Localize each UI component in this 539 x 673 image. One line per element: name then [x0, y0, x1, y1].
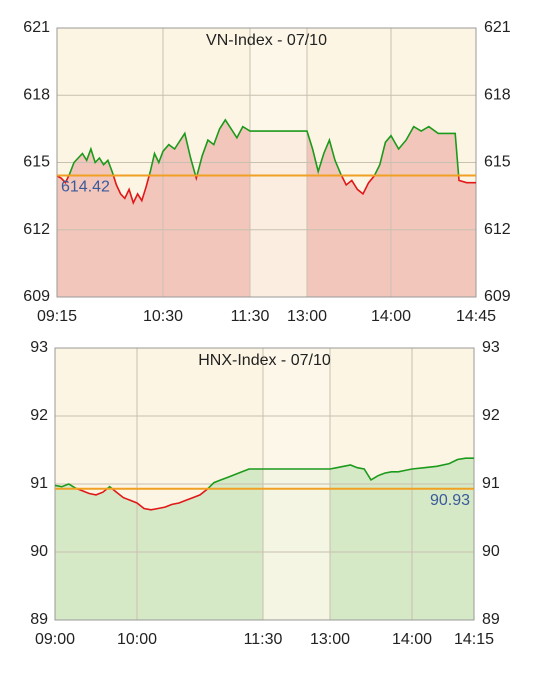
x-tick-label: 14:45	[456, 308, 496, 325]
x-tick-label: 11:30	[231, 308, 270, 325]
price-line-up	[55, 457, 474, 489]
chart-title: VN-Index - 07/10	[206, 32, 327, 49]
x-tick-label: 14:00	[392, 631, 432, 648]
y-tick-label: 93	[30, 339, 48, 356]
plot-border	[54, 347, 475, 621]
x-tick-label: 13:00	[287, 308, 327, 325]
y-tick-label-right: 92	[482, 407, 500, 424]
y-tick-label-right: 612	[484, 221, 511, 238]
y-tick-label: 92	[30, 407, 48, 424]
x-tick-label: 13:00	[310, 631, 350, 648]
x-tick-label: 10:00	[117, 631, 157, 648]
x-tick-label: 09:15	[37, 308, 77, 325]
y-tick-label-right: 618	[484, 86, 511, 103]
x-tick-label: 14:00	[371, 308, 411, 325]
reference-label: 614.42	[61, 179, 110, 196]
x-tick-label: 09:00	[35, 631, 75, 648]
y-tick-label-right: 621	[484, 19, 511, 36]
y-tick-label-right: 615	[484, 154, 511, 171]
y-tick-label-right: 89	[482, 611, 500, 628]
x-tick-label: 10:30	[143, 308, 183, 325]
y-tick-label: 615	[23, 154, 50, 171]
y-tick-label-right: 609	[484, 288, 511, 305]
y-tick-label: 89	[30, 611, 48, 628]
price-line-up	[57, 118, 460, 176]
y-tick-label-right: 90	[482, 543, 500, 560]
y-tick-label: 90	[30, 543, 48, 560]
y-tick-label: 621	[23, 19, 50, 36]
y-tick-label: 618	[23, 86, 50, 103]
y-tick-label-right: 91	[482, 475, 500, 492]
y-tick-label: 612	[23, 221, 50, 238]
x-tick-label: 11:30	[244, 631, 283, 648]
reference-label: 90.93	[430, 492, 470, 509]
y-tick-label: 609	[23, 288, 50, 305]
chart-title: HNX-Index - 07/10	[198, 352, 331, 369]
y-tick-label: 91	[30, 475, 48, 492]
y-tick-label-right: 93	[482, 339, 500, 356]
x-tick-label: 14:15	[454, 631, 494, 648]
plot-border	[56, 27, 477, 298]
